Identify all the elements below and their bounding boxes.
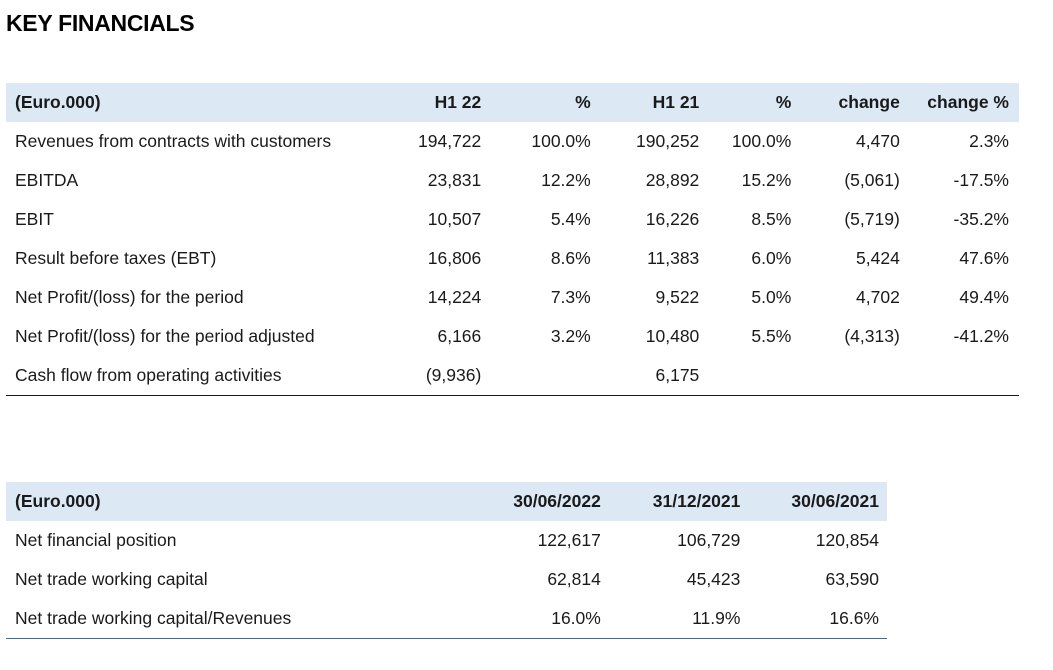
table-row: Net Profit/(loss) for the period 14,224 …: [6, 278, 1019, 317]
table-cell: 28,892: [645, 170, 700, 190]
table-cell: 120,854: [815, 530, 879, 550]
table-cell: [699, 356, 791, 396]
table-cell: -35.2%: [953, 209, 1009, 229]
table-cell: 194,722: [418, 131, 482, 151]
column-header-change: change: [791, 83, 900, 122]
table-row: Net trade working capital 62,814 45,423 …: [6, 560, 887, 599]
page-title: KEY FINANCIALS: [6, 10, 195, 36]
table-row: EBIT 10,507 5.4% 16,226 8.5% (5,719) -35…: [6, 200, 1019, 239]
table-cell: 9,522: [655, 287, 700, 307]
table-cell: 190,252: [636, 131, 700, 151]
table-cell: 16,226: [645, 209, 700, 229]
table-cell: 62,814: [547, 569, 601, 589]
row-label: Net trade working capital/Revenues: [15, 608, 292, 628]
row-label: Net trade working capital: [15, 569, 208, 589]
table-cell: [791, 356, 900, 396]
table-header-row: (Euro.000) 30/06/2022 31/12/2021 30/06/2…: [6, 482, 887, 521]
table-cell: 49.4%: [959, 287, 1009, 307]
table-cell: 16,806: [427, 248, 482, 268]
table-cell: 100.0%: [531, 131, 591, 151]
financial-position-table: (Euro.000) 30/06/2022 31/12/2021 30/06/2…: [6, 482, 887, 639]
table-cell: 100.0%: [731, 131, 792, 151]
table-row: EBITDA 23,831 12.2% 28,892 15.2% (5,061)…: [6, 161, 1019, 200]
table-cell: 5.5%: [751, 326, 792, 346]
table-cell: (4,313): [844, 326, 900, 346]
table-cell: 3.2%: [550, 326, 591, 346]
column-header-h1-22: H1 22: [392, 83, 482, 122]
row-label: Net financial position: [15, 530, 177, 550]
column-header-pct-h1-21: %: [699, 83, 792, 122]
table-cell: 63,590: [825, 569, 879, 589]
row-label: Net Profit/(loss) for the period adjuste…: [15, 326, 315, 346]
table-cell: (9,936): [425, 365, 482, 385]
table-row: Revenues from contracts with customers 1…: [6, 122, 1019, 161]
table-cell: (5,719): [844, 209, 900, 229]
table-cell: 14,224: [427, 287, 482, 307]
table-cell: 23,831: [427, 170, 482, 190]
row-label: EBITDA: [15, 170, 79, 190]
table-cell: 2.3%: [969, 131, 1009, 151]
row-label: Result before taxes (EBT): [15, 248, 217, 268]
column-header-change-pct: change %: [899, 83, 1019, 122]
column-header-h1-21: H1 21: [590, 83, 700, 122]
table-cell: 4,470: [856, 131, 900, 151]
column-header-unit: (Euro.000): [6, 83, 393, 122]
table-cell: [900, 356, 1019, 396]
table-cell: 6.0%: [751, 248, 792, 268]
row-label: Net Profit/(loss) for the period: [15, 287, 244, 307]
table-cell: -17.5%: [953, 170, 1009, 190]
table-row: Net trade working capital/Revenues 16.0%…: [6, 599, 887, 639]
table-cell: 5.0%: [751, 287, 792, 307]
column-header-pct-h1-22: %: [481, 83, 591, 122]
column-header-unit: (Euro.000): [6, 482, 461, 521]
table-cell: 15.2%: [741, 170, 792, 190]
table-cell: 8.6%: [550, 248, 591, 268]
table-cell: 16.6%: [829, 608, 879, 628]
row-label: EBIT: [15, 209, 54, 229]
column-header-date-2022-06: 30/06/2022: [460, 482, 601, 521]
table-cell: [481, 356, 590, 396]
table-cell: 45,423: [686, 569, 741, 589]
table-cell: (5,061): [844, 170, 900, 190]
table-cell: 4,702: [856, 287, 900, 307]
table-cell: 11,383: [647, 248, 700, 268]
table-cell: 5,424: [856, 248, 900, 268]
table-cell: 122,617: [537, 530, 601, 550]
table-cell: 47.6%: [959, 248, 1009, 268]
table-row: Cash flow from operating activities (9,9…: [6, 356, 1019, 396]
table-cell: 11.9%: [692, 608, 741, 628]
table-row: Net financial position 122,617 106,729 1…: [6, 521, 887, 560]
table-header-row: (Euro.000) H1 22 % H1 21 % change change…: [6, 83, 1019, 122]
table-cell: 12.2%: [541, 170, 591, 190]
table-cell: -41.2%: [953, 326, 1009, 346]
table-cell: 10,507: [427, 209, 482, 229]
table-cell: 8.5%: [751, 209, 792, 229]
table-cell: 6,175: [655, 365, 700, 385]
column-header-date-2021-06: 30/06/2021: [740, 482, 887, 521]
table-cell: 106,729: [677, 530, 741, 550]
column-header-date-2021-12: 31/12/2021: [600, 482, 741, 521]
table-cell: 5.4%: [550, 209, 591, 229]
table-row: Net Profit/(loss) for the period adjuste…: [6, 317, 1019, 356]
key-financials-table: (Euro.000) H1 22 % H1 21 % change change…: [6, 83, 1019, 396]
row-label: Revenues from contracts with customers: [15, 131, 332, 151]
table-row: Result before taxes (EBT) 16,806 8.6% 11…: [6, 239, 1019, 278]
table-cell: 16.0%: [551, 608, 601, 628]
table-cell: 10,480: [645, 326, 700, 346]
table-cell: 6,166: [437, 326, 482, 346]
row-label: Cash flow from operating activities: [15, 365, 282, 385]
table-cell: 7.3%: [550, 287, 591, 307]
